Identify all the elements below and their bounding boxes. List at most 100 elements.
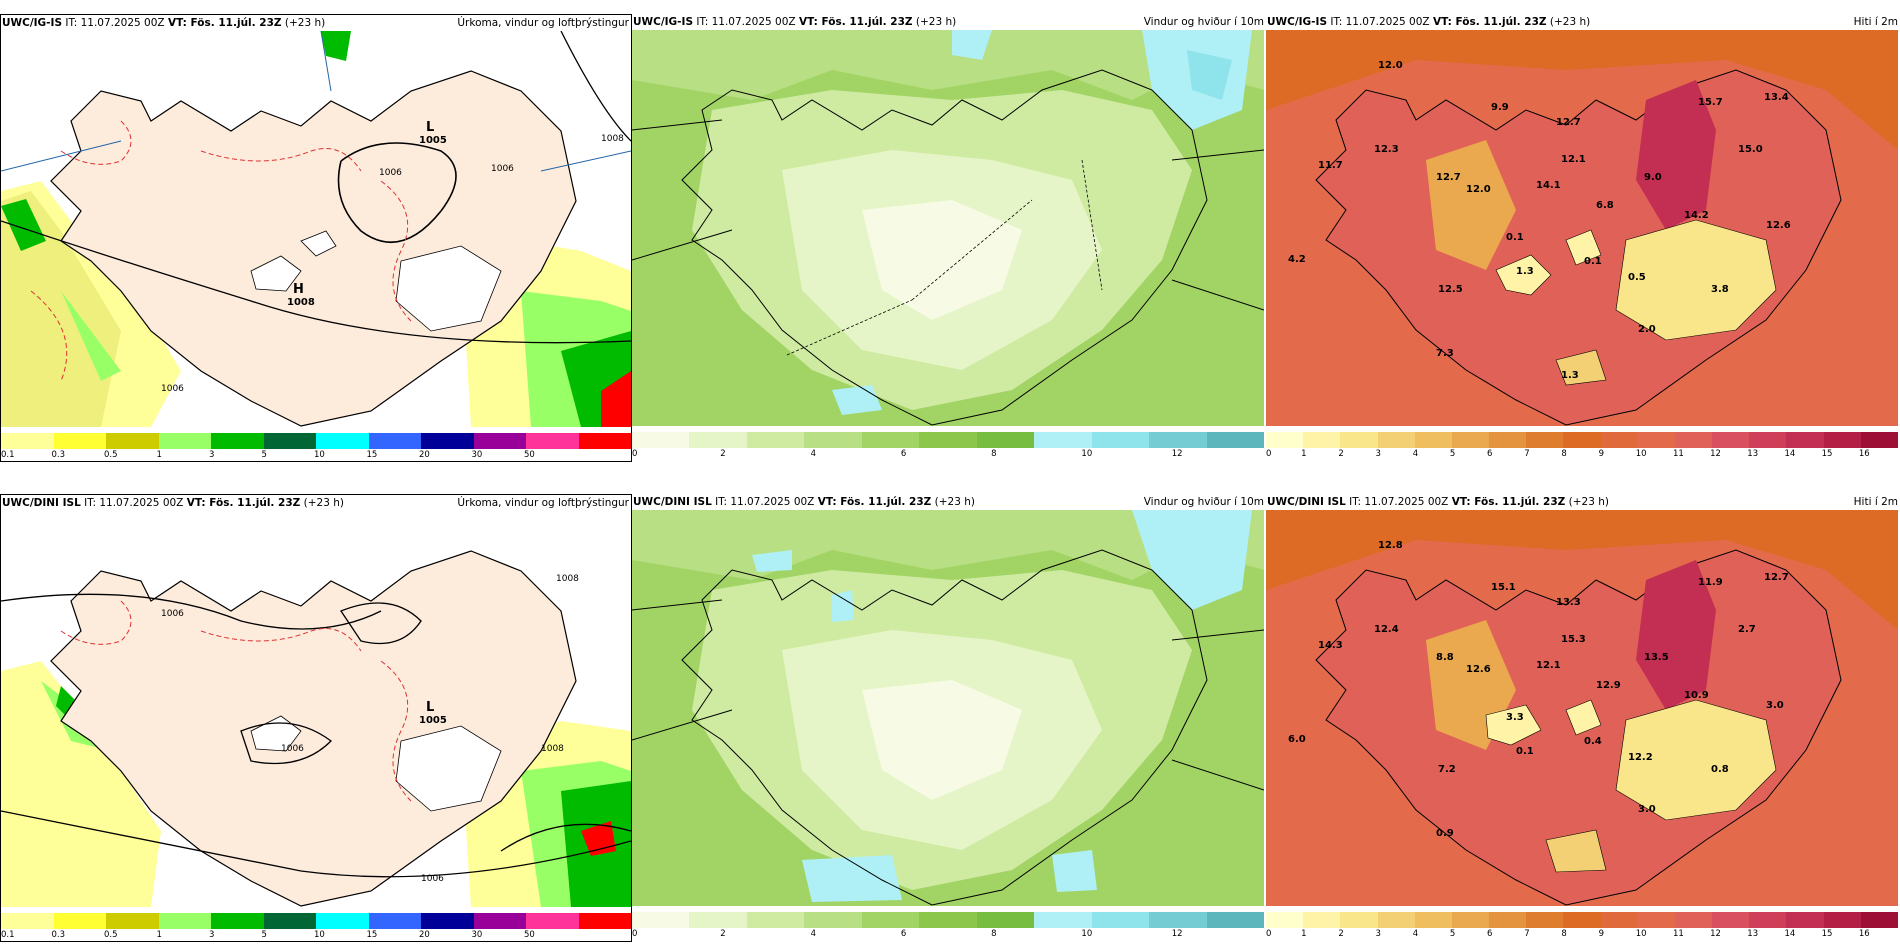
panel-header: UWC/DINI ISL IT: 11.07.2025 00Z VT: Fös.… xyxy=(1,495,631,511)
temperature-value: 3.0 xyxy=(1766,700,1784,711)
wind-colorbar-swatch xyxy=(1091,912,1150,928)
precip-colorbar-swatch xyxy=(368,433,421,449)
isobar-label: 1006 xyxy=(421,874,444,884)
temperature-value: 0.5 xyxy=(1628,272,1646,283)
temp-colorbar-tick: 12 xyxy=(1710,929,1721,939)
temperature-labels: 12.0 9.9 12.7 15.7 13.4 11.7 12.3 12.7 12.1 9.0 15… xyxy=(1288,60,1791,381)
init-time: IT: 11.07.2025 00Z xyxy=(84,497,184,509)
lead-time: (+23 h) xyxy=(1568,496,1609,508)
temperature-value: 12.0 xyxy=(1378,60,1403,71)
temp-colorbar-tick: 10 xyxy=(1635,929,1647,939)
temp-colorbar-tick: 13 xyxy=(1747,929,1759,939)
precip-colorbar-swatch xyxy=(1,913,54,929)
temperature-value: 0.4 xyxy=(1584,736,1602,747)
precip-map[interactable]: L 1005 1006 1008 1006 1008 1006 xyxy=(1,511,631,907)
temp-colorbar-tick: 15 xyxy=(1821,929,1833,939)
pressure-centre-value: 1005 xyxy=(419,135,447,146)
precip-colorbar-tick: 30 xyxy=(471,450,483,460)
precip-colorbar-tick: 3 xyxy=(209,930,215,940)
precip-colorbar-tick: 30 xyxy=(471,930,483,940)
panel-title: Úrkoma, vindur og loftþrýstingur xyxy=(457,497,629,509)
precip-colorbar-tick: 3 xyxy=(209,450,215,460)
temp-colorbar-tick: 14 xyxy=(1784,449,1796,459)
panel-header: UWC/IG-IS IT: 11.07.2025 00Z VT: Fös. 11… xyxy=(632,14,1266,30)
wind-colorbar-swatch xyxy=(919,432,977,448)
precip-colorbar-tick: 15 xyxy=(366,930,378,940)
temperature-value: 12.9 xyxy=(1596,680,1621,691)
temp-colorbar-swatch xyxy=(1860,432,1898,448)
wind-colorbar-tick: 12 xyxy=(1171,449,1183,459)
temperature-value: 6.0 xyxy=(1288,734,1306,745)
temp-map[interactable]: 12.0 9.9 12.7 15.7 13.4 11.7 12.3 12.7 12.1 9.0 15… xyxy=(1266,30,1898,426)
temperature-value: 7.3 xyxy=(1436,348,1454,359)
wind-map[interactable] xyxy=(632,30,1264,426)
temp-colorbar-swatch xyxy=(1712,432,1750,448)
wind-colorbar-tick: 6 xyxy=(900,449,907,459)
wind-colorbar-swatch xyxy=(804,432,862,448)
temp-colorbar-tick: 7 xyxy=(1524,449,1530,459)
temperature-value: 9.0 xyxy=(1644,172,1662,183)
precip-colorbar-swatch xyxy=(158,913,211,929)
precip-map[interactable]: L 1005 H 1008 1006 1006 1008 1006 xyxy=(1,31,631,427)
temp-colorbar-swatch xyxy=(1340,912,1378,928)
temp-colorbar-tick: 1 xyxy=(1301,929,1307,939)
temp-colorbar-tick: 3 xyxy=(1375,449,1381,459)
temp-colorbar-tick: 4 xyxy=(1412,449,1419,459)
temperature-value: 12.6 xyxy=(1466,664,1491,675)
wind-colorbar-swatch xyxy=(1206,432,1264,448)
panel-header: UWC/DINI ISL IT: 11.07.2025 00Z VT: Fös.… xyxy=(1266,494,1900,510)
precip-colorbar-swatch xyxy=(211,913,264,929)
wind-colorbar-swatch xyxy=(689,912,747,928)
temperature-value: 1.3 xyxy=(1516,266,1534,277)
wind-colorbar-tick: 4 xyxy=(810,929,816,939)
temperature-value: 1.3 xyxy=(1561,370,1579,381)
wind-colorbar-swatch xyxy=(1091,432,1150,448)
precip-colorbar-tick: 0.3 xyxy=(51,450,66,460)
temperature-value: 12.3 xyxy=(1374,144,1399,155)
wind-colorbar-tick: 6 xyxy=(900,929,907,939)
temperature-value: 2.0 xyxy=(1638,324,1656,335)
wind-colorbar-swatch xyxy=(1206,912,1264,928)
panel-title: Hiti í 2m xyxy=(1853,16,1898,28)
temp-colorbar-swatch xyxy=(1377,432,1415,448)
isobar-label: 1008 xyxy=(601,134,624,144)
precip-colorbar-tick: 50 xyxy=(524,930,535,940)
temperature-value: 0.8 xyxy=(1711,764,1729,775)
init-time: IT: 11.07.2025 00Z xyxy=(1330,16,1430,28)
temperature-value: 11.9 xyxy=(1698,577,1723,588)
wind-colorbar-ticks: 0 2 4 6 8 10 12 xyxy=(632,449,1264,461)
valid-time: VT: Fös. 11.júl. 23Z xyxy=(1451,496,1566,508)
precip-colorbar-swatch xyxy=(473,913,526,929)
precip-colorbar-swatch xyxy=(421,913,474,929)
temperature-value: 12.7 xyxy=(1436,172,1461,183)
temperature-value: 3.3 xyxy=(1506,712,1524,723)
temp-colorbar-swatch xyxy=(1749,432,1787,448)
temp-colorbar-swatch xyxy=(1860,912,1898,928)
temp-colorbar-swatch xyxy=(1600,432,1638,448)
temperature-value: 12.1 xyxy=(1536,660,1561,671)
panel-title: Hiti í 2m xyxy=(1853,496,1898,508)
wind-colorbar-tick: 2 xyxy=(720,929,726,939)
lead-time: (+23 h) xyxy=(1549,16,1591,28)
temp-colorbar-swatch xyxy=(1377,912,1415,928)
temp-colorbar-tick: 13 xyxy=(1747,449,1759,459)
temp-colorbar-tick: 5 xyxy=(1449,929,1456,939)
temp-colorbar-swatch xyxy=(1637,912,1675,928)
temp-map[interactable]: 12.8 15.1 13.3 11.9 12.7 14.3 12.4 8.8 15.3 13.5 2… xyxy=(1266,510,1898,906)
valid-time: VT: Fös. 11.júl. 23Z xyxy=(167,17,282,29)
temperature-value: 6.8 xyxy=(1596,200,1614,211)
wind-map[interactable] xyxy=(632,510,1264,906)
temp-colorbar-swatch xyxy=(1451,912,1490,928)
precip-colorbar-tick: 1 xyxy=(156,930,162,940)
temp-colorbar-tick: 16 xyxy=(1858,929,1870,939)
temp-colorbar-tick: 1 xyxy=(1301,449,1307,459)
precip-colorbar-swatch xyxy=(526,913,579,929)
wind-colorbar-swatch xyxy=(746,432,805,448)
precip-colorbar-ticks: 0.1 0.3 0.5 1 3 5 10 15 20 30 50 xyxy=(1,450,631,462)
temp-colorbar-tick: 14 xyxy=(1784,929,1796,939)
precip-panel-row2: UWC/DINI ISL IT: 11.07.2025 00Z VT: Fös.… xyxy=(0,494,632,942)
temperature-value: 14.2 xyxy=(1684,210,1709,221)
precip-colorbar-swatch xyxy=(53,913,106,929)
model-name: UWC/DINI ISL xyxy=(1267,496,1346,508)
temperature-value: 0.1 xyxy=(1516,746,1534,757)
